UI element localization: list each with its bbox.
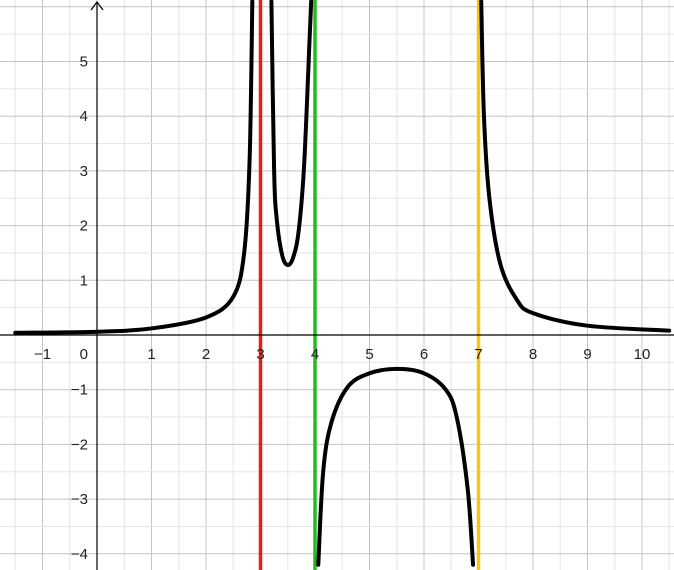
x-tick-label: 4 <box>311 346 319 363</box>
vertical-lines <box>258 0 481 570</box>
y-tick-labels: −4 −3 −2 −1 1 2 3 4 5 <box>71 54 88 563</box>
curve-branch-2 <box>316 366 476 567</box>
x-tick-label: 9 <box>583 346 591 363</box>
y-tick-label: 4 <box>80 108 88 125</box>
x-tick-label: 2 <box>202 346 210 363</box>
y-tick-label: 1 <box>80 272 88 289</box>
x-tick-label: 5 <box>365 346 373 363</box>
curve-branch-3 <box>479 0 672 333</box>
x-tick-label: 8 <box>529 346 537 363</box>
x-tick-label: −1 <box>34 346 51 363</box>
x-tick-label: 7 <box>474 346 482 363</box>
y-tick-label: 3 <box>80 163 88 180</box>
y-tick-label: −2 <box>71 436 88 453</box>
function-curve <box>13 0 672 567</box>
y-tick-label: −3 <box>71 491 88 508</box>
x-tick-label: 1 <box>147 346 155 363</box>
curve-branch-0 <box>13 0 255 335</box>
x-tick-label: 3 <box>256 346 264 363</box>
origin-label: 0 <box>80 346 88 363</box>
y-axis-arrow-icon <box>90 0 104 11</box>
x-tick-label: 10 <box>634 346 651 363</box>
y-tick-label: 2 <box>80 218 88 235</box>
y-tick-label: 5 <box>80 54 88 71</box>
x-tick-label: 6 <box>420 346 428 363</box>
y-tick-label: −4 <box>71 546 88 563</box>
x-tick-labels: −1 1 2 3 4 5 6 7 8 9 10 <box>34 346 650 363</box>
y-tick-label: −1 <box>71 382 88 399</box>
curve-branch-1 <box>269 0 314 267</box>
